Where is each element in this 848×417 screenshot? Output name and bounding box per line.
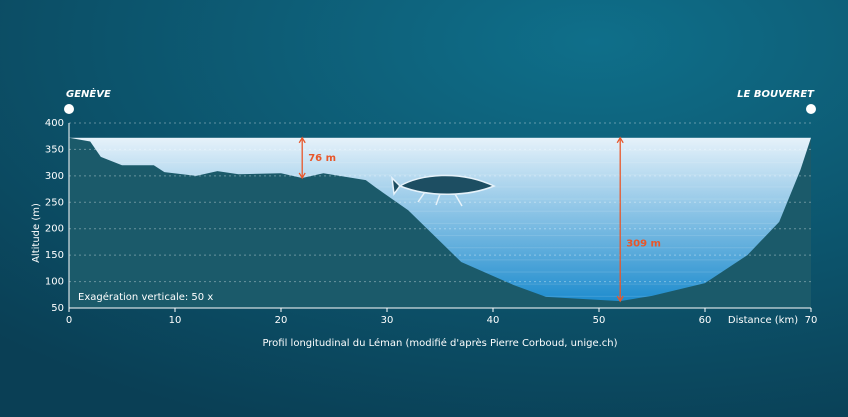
water-band <box>69 174 811 176</box>
location-marker <box>806 104 816 114</box>
y-tick-label: 400 <box>45 118 64 129</box>
fish <box>390 174 496 207</box>
water-band <box>69 222 811 224</box>
caption: Profil longitudinal du Léman (modifié d'… <box>262 337 617 349</box>
x-tick-label: 30 <box>381 315 394 326</box>
lake-bottom <box>69 137 811 308</box>
water-band <box>69 137 811 139</box>
water-band <box>69 149 811 151</box>
water-band <box>69 162 811 164</box>
x-tick-label: 10 <box>169 315 182 326</box>
y-tick-label: 250 <box>45 197 64 208</box>
y-tick-label: 50 <box>51 303 64 314</box>
water-band <box>69 198 811 200</box>
depth-label: 309 m <box>626 238 661 249</box>
depth-label: 76 m <box>308 153 336 164</box>
location-label: LE BOUVERET <box>737 89 815 100</box>
arrow-head <box>616 136 624 303</box>
y-tick-label: 350 <box>45 144 64 155</box>
arrow-head <box>298 136 306 180</box>
location-marker <box>64 104 74 114</box>
location-label: GENÈVE <box>66 86 111 100</box>
y-tick-label: 100 <box>45 277 64 288</box>
x-tick-label: 50 <box>593 315 606 326</box>
x-tick-label: 0 <box>66 315 72 326</box>
water-band <box>69 235 811 237</box>
y-tick-label: 150 <box>45 250 64 261</box>
y-axis-label: Altitude (m) <box>31 203 42 263</box>
y-tick-label: 300 <box>45 171 64 182</box>
x-tick-label: 70 <box>805 315 818 326</box>
water-band <box>69 210 811 212</box>
x-tick-label: 20 <box>275 315 288 326</box>
x-tick-label: 40 <box>487 315 500 326</box>
x-axis-label: Distance (km) <box>728 315 798 326</box>
x-tick-label: 60 <box>699 315 712 326</box>
y-tick-label: 200 <box>45 224 64 235</box>
note: Exagération verticale: 50 x <box>78 291 213 303</box>
